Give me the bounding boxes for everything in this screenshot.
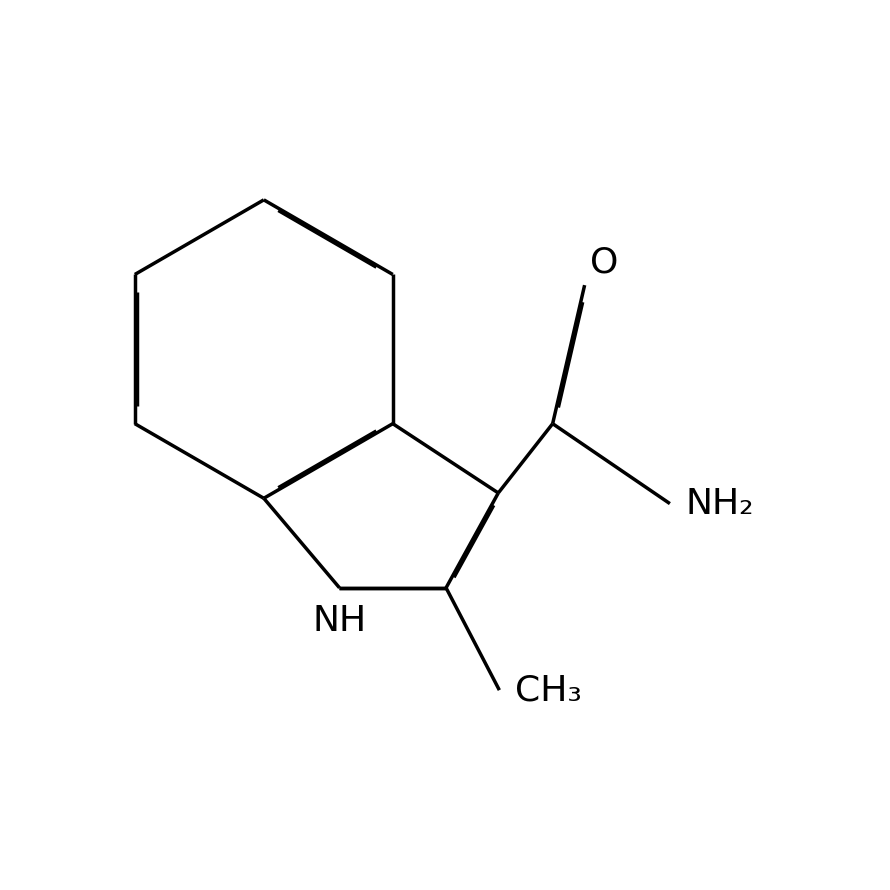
Text: O: O: [590, 246, 619, 279]
Text: CH₃: CH₃: [515, 673, 582, 708]
Text: NH₂: NH₂: [686, 487, 755, 521]
Text: NH: NH: [312, 603, 367, 638]
